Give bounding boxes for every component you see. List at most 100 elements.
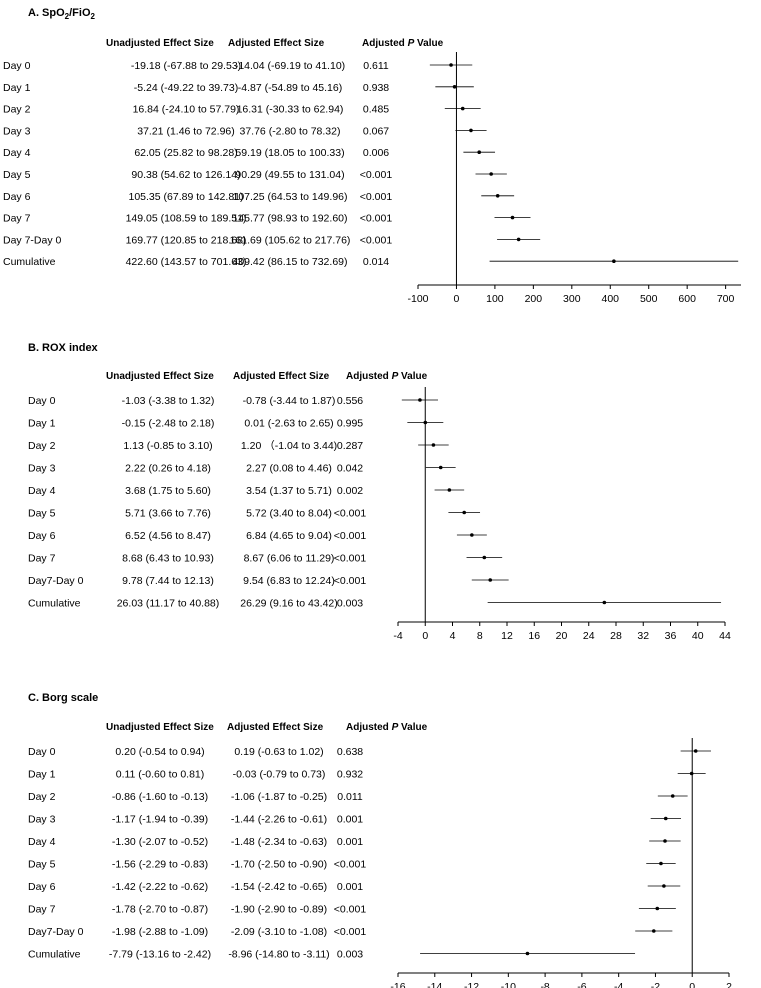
panel-c-row-6-adjusted: -1.54 (-2.42 to -0.65)	[231, 881, 327, 893]
panel-a-row-2-label: Day 2	[3, 104, 31, 116]
panel-a-tick-label-1: 0	[454, 293, 460, 305]
panel-c-row-3-label: Day 3	[28, 814, 56, 826]
panel-c-row-8-label: Day7-Day 0	[28, 926, 84, 938]
panel-b-row-5-label: Day 5	[28, 508, 56, 520]
panel-b-row-1-label: Day 1	[28, 418, 56, 430]
panel-b-row-7-adjusted: 8.67 (6.06 to 11.29)	[244, 553, 335, 565]
panel-b-row-2-pvalue: 0.287	[337, 440, 363, 452]
panel-c-row-0-adjusted: 0.19 (-0.63 to 1.02)	[234, 746, 323, 758]
panel-c-row-5-unadjusted: -1.56 (-2.29 to -0.83)	[112, 859, 208, 871]
panel-c-row-1-label: Day 1	[28, 769, 56, 781]
panel-c-row-6-label: Day 6	[28, 881, 56, 893]
panel-c-row-7-label: Day 7	[28, 904, 56, 916]
panel-c-header-unadjusted: Unadjusted Effect Size	[106, 722, 214, 733]
panel-a-row-5-unadjusted: 90.38 (54.62 to 126.14)	[131, 169, 240, 181]
panel-c-row-4-point	[663, 839, 667, 843]
panel-a-tick-label-7: 600	[678, 293, 696, 305]
panel-b-tick-label-12: 44	[719, 630, 731, 642]
panel-c-row-2-pvalue: 0.011	[337, 791, 363, 803]
panel-a-tick-label-2: 100	[486, 293, 504, 305]
panel-c-plot: -16 -14 -12 -10 -8 -6 -4 -2 0 2	[390, 738, 732, 988]
panel-a-title: A. SpO2/FiO2	[28, 7, 96, 21]
panel-b-row-9-point	[602, 600, 607, 605]
panel-c-tick-label-6: -4	[614, 981, 623, 988]
panel-b-header-adjusted: Adjusted Effect Size	[233, 371, 330, 382]
panel-c-row-3-adjusted: -1.44 (-2.26 to -0.61)	[231, 814, 327, 826]
panel-a-row-5-point	[489, 172, 493, 176]
panel-b-row-6-unadjusted: 6.52 (4.56 to 8.47)	[125, 530, 211, 542]
panel-b-row-6-point	[470, 533, 474, 537]
panel-c: C. Borg scale Unadjusted Effect Size Adj…	[28, 692, 732, 988]
panel-a-tick-label-6: 500	[640, 293, 658, 305]
panel-b-row-9-label: Cumulative	[28, 598, 81, 610]
panel-b-tick-label-10: 36	[665, 630, 677, 642]
panel-c-tick-label-3: -10	[501, 981, 516, 988]
panel-a-tick-label-8: 700	[717, 293, 735, 305]
panel-a-tick-label-4: 300	[563, 293, 581, 305]
panel-a-row-7-point	[510, 215, 515, 220]
panel-a-header-adjusted: Adjusted Effect Size	[228, 38, 325, 49]
panel-a-row-6-point	[495, 194, 500, 198]
panel-c-row-2-adjusted: -1.06 (-1.87 to -0.25)	[231, 791, 327, 803]
panel-a-row-9-unadjusted: 422.60 (143.57 to 701.63)	[126, 256, 247, 268]
panel-c-row-9-pvalue: 0.003	[337, 949, 363, 961]
panel-b-tick-label-7: 24	[583, 630, 595, 642]
panel-a-row-8-unadjusted: 169.77 (120.85 to 218.68)	[126, 234, 247, 246]
panel-c-row-5-label: Day 5	[28, 859, 56, 871]
panel-b-tick-label-1: 0	[422, 630, 428, 642]
panel-c-row-8-adjusted: -2.09 (-3.10 to -1.08)	[231, 926, 327, 938]
panel-b-title: B. ROX index	[28, 342, 99, 354]
panel-a-row-8-point	[516, 237, 521, 242]
panel-b-row-8-unadjusted: 9.78 (7.44 to 12.13)	[122, 575, 214, 587]
panel-a-row-0-label: Day 0	[3, 60, 31, 72]
panel-c-row-8-pvalue: <0.001	[334, 926, 367, 938]
panel-b: B. ROX index Unadjusted Effect Size Adju…	[28, 342, 731, 642]
panel-a-row-0-point	[449, 63, 453, 67]
panel-b-row-1-unadjusted: -0.15 (-2.48 to 2.18)	[122, 418, 215, 430]
panel-b-row-7-unadjusted: 8.68 (6.43 to 10.93)	[122, 553, 214, 565]
panel-b-row-0-label: Day 0	[28, 395, 56, 407]
panel-c-row-4-unadjusted: -1.30 (-2.07 to -0.52)	[112, 836, 208, 848]
panel-c-tick-label-7: -2	[651, 981, 660, 988]
panel-a-row-1-label: Day 1	[3, 82, 31, 94]
panel-a-row-2-pvalue: 0.485	[363, 104, 389, 116]
panel-b-tick-label-3: 8	[477, 630, 483, 642]
panel-a-tick-label-5: 400	[601, 293, 619, 305]
panel-a-row-7-pvalue: <0.001	[360, 213, 393, 225]
panel-a: A. SpO2/FiO2 Unadjusted Effect Size Adju…	[3, 7, 741, 305]
panel-a-row-3-pvalue: 0.067	[363, 125, 389, 137]
panel-a-row-9-pvalue: 0.014	[363, 256, 389, 268]
panel-b-row-7-label: Day 7	[28, 553, 56, 565]
panel-b-row-1-adjusted: 0.01 (-2.63 to 2.65)	[244, 418, 333, 430]
panel-b-row-9-unadjusted: 26.03 (11.17 to 40.88)	[117, 598, 220, 610]
panel-b-row-2-adjusted: 1.20 （-1.04 to 3.44)	[241, 440, 337, 452]
panel-b-row-4-label: Day 4	[28, 485, 56, 497]
panel-c-rows: Day 0 0.20 (-0.54 to 0.94) 0.19 (-0.63 to …	[28, 746, 366, 961]
panel-a-header-unadjusted: Unadjusted Effect Size	[106, 38, 214, 49]
panel-c-row-8-point	[651, 929, 656, 933]
panel-a-row-0-adjusted: -14.04 (-69.19 to 41.10)	[235, 60, 345, 72]
panel-a-row-1-pvalue: 0.938	[363, 82, 389, 94]
panel-c-tick-label-5: -6	[577, 981, 586, 988]
panel-b-row-2-point	[431, 443, 436, 447]
panel-a-row-4-point	[477, 150, 482, 154]
panel-c-row-7-adjusted: -1.90 (-2.90 to -0.89)	[231, 904, 327, 916]
panel-b-row-4-unadjusted: 3.68 (1.75 to 5.60)	[125, 485, 211, 497]
panel-c-row-1-adjusted: -0.03 (-0.79 to 0.73)	[233, 769, 326, 781]
panel-a-row-8-pvalue: <0.001	[360, 234, 393, 246]
panel-b-tick-label-9: 32	[637, 630, 649, 642]
panel-c-row-2-unadjusted: -0.86 (-1.60 to -0.13)	[112, 791, 208, 803]
panel-a-row-7-label: Day 7	[3, 213, 31, 225]
panel-a-row-9-adjusted: 409.42 (86.15 to 732.69)	[232, 256, 347, 268]
panel-c-row-5-adjusted: -1.70 (-2.50 to -0.90)	[231, 859, 327, 871]
panel-a-row-1-adjusted: -4.87 (-54.89 to 45.16)	[238, 82, 342, 94]
panel-a-row-5-pvalue: <0.001	[360, 169, 393, 181]
panel-a-row-5-label: Day 5	[3, 169, 31, 181]
panel-c-row-9-point	[525, 951, 530, 956]
panel-b-row-8-pvalue: <0.001	[334, 575, 367, 587]
panel-a-row-2-adjusted: 16.31 (-30.33 to 62.94)	[237, 104, 344, 116]
panel-b-tick-label-8: 28	[610, 630, 622, 642]
panel-c-row-6-pvalue: 0.001	[337, 881, 363, 893]
panel-c-row-7-unadjusted: -1.78 (-2.70 to -0.87)	[112, 904, 208, 916]
panel-b-tick-label-4: 12	[501, 630, 513, 642]
